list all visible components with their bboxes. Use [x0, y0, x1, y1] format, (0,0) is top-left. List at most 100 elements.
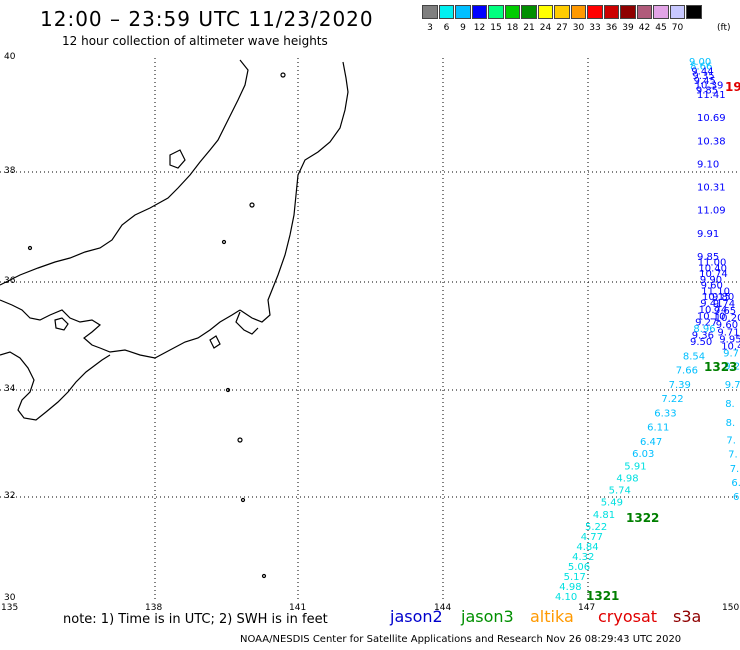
lat-label-40: 40 — [4, 52, 16, 62]
swh-value-label: 11.00 — [698, 258, 727, 269]
swh-value-label: 8.66 — [690, 62, 712, 73]
colorbar-label: 12 — [473, 23, 486, 33]
page-title: 12:00 – 23:59 UTC 11/23/2020 — [40, 7, 374, 31]
colorbar-label: 70 — [671, 23, 684, 33]
lon-label-147: 147 — [578, 603, 596, 613]
swh-value-label: 8.96 — [693, 324, 715, 335]
swh-value-label: 8.54 — [683, 351, 705, 362]
swh-value-label: 10.20 — [715, 313, 740, 324]
swh-value-label: 8. — [725, 399, 735, 410]
swh-value-label: 8. — [726, 418, 736, 429]
colorbar-label: 30 — [572, 23, 585, 33]
colorbar-label: 15 — [490, 23, 502, 33]
track-main-labels: 9.008.669.449.359.4510.399.8511.4110.691… — [555, 57, 731, 603]
swh-value-label: 10.38 — [697, 136, 726, 147]
swh-value-label: 9.50 — [690, 337, 712, 348]
colorbar-swatch — [455, 5, 471, 19]
lon-label-144: 144 — [434, 603, 452, 613]
swh-value-label: 9.27 — [695, 318, 717, 329]
colorbar-label: 42 — [638, 23, 651, 33]
pass-label-1322: 1322 — [626, 511, 660, 525]
swh-value-label: 6.33 — [654, 408, 676, 419]
colorbar-swatch — [537, 5, 554, 19]
colorbar-label: 27 — [556, 23, 568, 33]
swh-value-label: 5.91 — [624, 461, 646, 472]
lon-label-141: 141 — [289, 603, 307, 613]
coastline — [0, 59, 349, 579]
lon-label-135: 135 — [1, 603, 19, 613]
swh-value-label: 11.41 — [697, 90, 726, 101]
swh-value-label: 9.60 — [701, 281, 723, 292]
footer-note: note: 1) Time is in UTC; 2) SWH is in fe… — [63, 612, 328, 627]
swh-value-label: 9.91 — [697, 229, 719, 240]
swh-value-label: 10.74 — [699, 305, 728, 316]
swh-value-label: 6. — [731, 478, 740, 489]
swh-value-label: 9.71 — [717, 327, 739, 338]
colorbar-swatch — [438, 5, 455, 19]
colorbar-swatch — [686, 5, 702, 19]
swh-value-label: 9.2 — [724, 361, 740, 372]
swh-value-label: 5.49 — [601, 498, 623, 509]
swh-value-label: 9.85 — [697, 252, 719, 263]
swh-value-label: 10.39 — [695, 81, 724, 92]
swh-value-label: 6.03 — [632, 449, 654, 460]
colorbar-label: 45 — [655, 23, 667, 33]
swh-value-label: 7.39 — [669, 380, 691, 391]
swh-value-label: 6.11 — [647, 423, 669, 434]
colorbar-swatch — [587, 5, 603, 19]
swh-value-label: 9.44 — [691, 66, 713, 77]
swh-value-label: 6.47 — [640, 437, 662, 448]
colorbar-swatch — [653, 5, 669, 19]
swh-value-label: 9.90 — [700, 275, 722, 286]
colorbar-label: 24 — [539, 23, 552, 33]
swh-value-label: 11.10 — [701, 286, 730, 297]
colorbar-swatch — [554, 5, 570, 19]
swh-value-label: 4.98 — [616, 473, 638, 484]
lon-label-150: 150 — [722, 603, 740, 613]
swh-value-label: 4.81 — [593, 510, 615, 521]
colorbar-swatch — [570, 5, 587, 19]
legend-s3a: s3a — [673, 607, 702, 626]
swh-value-label: 9.35 — [692, 71, 714, 82]
swh-value-label: 9.85 — [696, 85, 718, 96]
swh-value-label: 10.74 — [699, 269, 728, 280]
swh-value-label: 5.17 — [564, 572, 586, 583]
swh-value-label: 10.40 — [698, 263, 727, 274]
legend-cryosat: cryosat — [598, 607, 658, 626]
swh-value-label: 10.10 — [697, 311, 726, 322]
pass-label-19: 19 — [725, 80, 740, 94]
swh-value-label: 9.60 — [716, 320, 738, 331]
colorbar-swatch — [603, 5, 620, 19]
legend-jason3: jason3 — [461, 607, 514, 626]
colorbar-unit: (ft) — [717, 23, 731, 33]
colorbar-swatch — [620, 5, 636, 19]
swh-value-label: 9.80 — [712, 292, 734, 303]
pass-label-1323: 1323 — [704, 360, 738, 374]
swh-value-label: 9.00 — [689, 57, 711, 68]
swh-value-label: 6 — [733, 492, 739, 503]
colorbar-label: 18 — [506, 23, 519, 33]
swh-value-label: 10.4 — [721, 341, 740, 352]
legend-jason2: jason2 — [390, 607, 443, 626]
colorbar-label: 9 — [460, 23, 466, 33]
colorbar-swatch — [471, 5, 488, 19]
swh-value-label: 5.06 — [568, 562, 590, 573]
colorbar-swatch — [422, 5, 438, 19]
lat-label-30: 30 — [4, 593, 16, 603]
colorbar-label: 21 — [523, 23, 535, 33]
swh-value-label: 10.31 — [697, 183, 726, 194]
swh-value-label: 9.7 — [723, 349, 739, 360]
swh-value-label: 9.41 — [700, 298, 722, 309]
track-right-labels: 9.809.749.6510.209.609.719.9510.49.79.29… — [712, 292, 740, 503]
swh-value-label: 11.09 — [697, 206, 726, 217]
swh-value-label: 7. — [730, 464, 740, 475]
colorbar-swatch — [504, 5, 521, 19]
swh-value-label: 9.74 — [713, 299, 735, 310]
lat-label-32: 32 — [4, 491, 16, 501]
page-subtitle: 12 hour collection of altimeter wave hei… — [62, 34, 328, 48]
swh-value-label: 5.22 — [585, 522, 607, 533]
swh-value-label: 9.7 — [725, 380, 740, 391]
swh-value-label: 7.66 — [676, 366, 698, 377]
swh-value-label: 7.22 — [661, 394, 683, 405]
